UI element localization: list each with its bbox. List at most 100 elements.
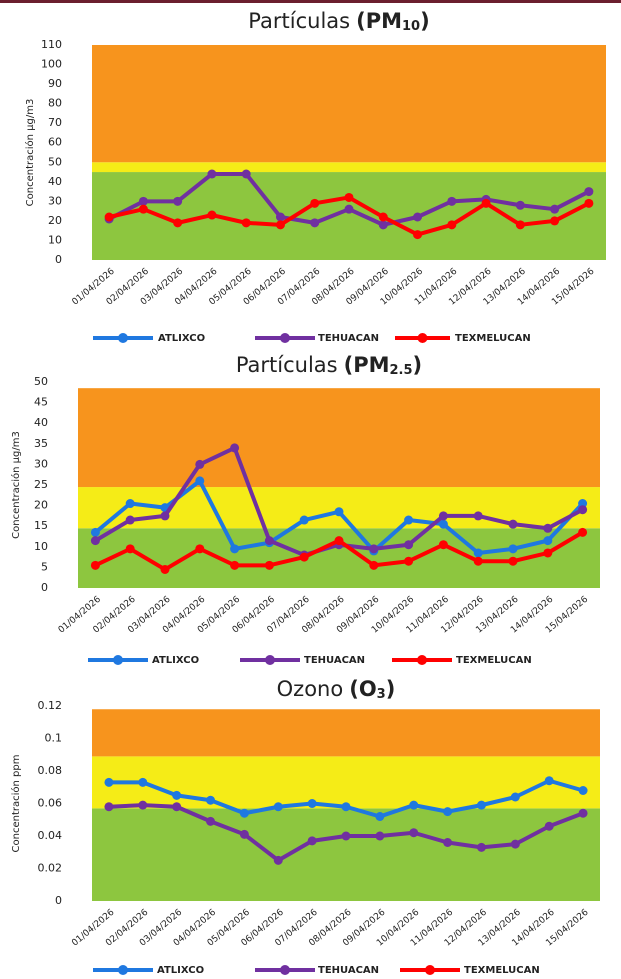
threshold-band bbox=[92, 172, 606, 260]
data-point bbox=[404, 556, 414, 566]
title-part: (PM bbox=[344, 353, 390, 377]
y-tick-label: 110 bbox=[41, 38, 62, 51]
y-tick-label: 20 bbox=[34, 499, 48, 512]
legend-label: ATLIXCO bbox=[158, 333, 205, 344]
y-tick-label: 100 bbox=[41, 58, 62, 71]
y-axis-label: Concentración ppm bbox=[10, 755, 22, 853]
threshold-band bbox=[92, 756, 600, 809]
legend-label: TEHUACAN bbox=[318, 965, 379, 976]
data-point bbox=[438, 540, 448, 550]
data-point bbox=[413, 212, 423, 222]
data-point bbox=[378, 220, 388, 230]
data-point bbox=[230, 544, 240, 554]
data-point bbox=[476, 800, 486, 810]
data-point bbox=[307, 799, 317, 808]
title-part: Partículas bbox=[248, 9, 350, 33]
data-point bbox=[578, 808, 588, 818]
y-tick-label: 5 bbox=[41, 560, 48, 573]
data-point bbox=[447, 220, 457, 230]
y-tick-label: 0 bbox=[55, 894, 62, 907]
data-point bbox=[334, 507, 344, 517]
legend-label: TEXMELUCAN bbox=[456, 655, 532, 666]
data-point bbox=[481, 198, 491, 208]
data-point bbox=[476, 842, 486, 852]
title-part: Partículas bbox=[236, 353, 338, 377]
legend-marker bbox=[113, 655, 123, 665]
threshold-band bbox=[92, 808, 600, 901]
title-part: ) bbox=[420, 9, 430, 33]
data-point bbox=[578, 505, 588, 515]
threshold-band bbox=[92, 709, 600, 757]
data-point bbox=[307, 836, 317, 846]
data-point bbox=[508, 556, 518, 566]
y-axis-label: Concentración µg/m3 bbox=[10, 431, 22, 539]
data-point bbox=[172, 802, 182, 812]
legend-marker bbox=[118, 333, 128, 343]
y-axis-label: Concentración µg/m3 bbox=[24, 99, 36, 207]
data-point bbox=[207, 210, 217, 220]
data-point bbox=[90, 560, 100, 570]
data-point bbox=[584, 198, 594, 208]
title-part: 10 bbox=[402, 19, 420, 34]
data-point bbox=[195, 476, 205, 486]
data-point bbox=[409, 828, 419, 838]
y-tick-label: 0.12 bbox=[38, 699, 63, 712]
data-point bbox=[138, 800, 148, 810]
title-part: 2.5 bbox=[390, 363, 413, 378]
data-point bbox=[104, 212, 114, 222]
data-point bbox=[241, 218, 251, 228]
data-point bbox=[273, 802, 283, 812]
data-point bbox=[299, 552, 309, 562]
data-point bbox=[404, 540, 414, 550]
chart-title: Partículas (PM10) bbox=[248, 9, 429, 34]
data-point bbox=[310, 198, 320, 208]
title-part: (PM bbox=[356, 9, 402, 33]
data-point bbox=[125, 544, 135, 554]
y-tick-label: 0.06 bbox=[38, 797, 63, 810]
data-point bbox=[550, 204, 560, 214]
y-tick-label: 0.1 bbox=[45, 732, 63, 745]
data-point bbox=[160, 564, 170, 574]
legend-label: TEXMELUCAN bbox=[464, 965, 540, 976]
data-point bbox=[206, 795, 216, 805]
data-point bbox=[104, 802, 114, 812]
y-tick-label: 30 bbox=[34, 457, 48, 470]
data-point bbox=[413, 230, 423, 240]
data-point bbox=[264, 560, 274, 570]
data-point bbox=[543, 548, 553, 558]
data-point bbox=[447, 196, 457, 206]
data-point bbox=[239, 829, 249, 839]
data-point bbox=[369, 544, 379, 554]
y-tick-label: 0.02 bbox=[38, 862, 63, 875]
data-point bbox=[138, 204, 148, 214]
data-point bbox=[543, 536, 553, 546]
data-point bbox=[510, 792, 520, 802]
data-point bbox=[173, 196, 183, 206]
y-tick-label: 50 bbox=[34, 375, 48, 388]
data-point bbox=[195, 544, 205, 554]
data-point bbox=[473, 511, 483, 521]
top-bar bbox=[0, 0, 621, 3]
data-point bbox=[173, 218, 183, 228]
y-tick-label: 0 bbox=[55, 253, 62, 266]
data-point bbox=[206, 816, 216, 826]
data-point bbox=[230, 443, 240, 453]
data-point bbox=[543, 523, 553, 533]
y-tick-label: 40 bbox=[48, 175, 62, 188]
data-point bbox=[264, 536, 274, 546]
title-part: Ozono bbox=[277, 677, 344, 701]
chart-title: Partículas (PM2.5) bbox=[236, 353, 422, 378]
legend-marker bbox=[417, 655, 427, 665]
data-point bbox=[172, 790, 182, 800]
legend-marker bbox=[118, 965, 128, 975]
data-point bbox=[160, 511, 170, 521]
y-tick-label: 45 bbox=[34, 396, 48, 409]
legend-label: TEXMELUCAN bbox=[455, 333, 531, 344]
data-point bbox=[578, 499, 588, 509]
legend-marker bbox=[280, 965, 290, 975]
data-point bbox=[473, 548, 483, 558]
data-point bbox=[138, 777, 148, 787]
legend-marker bbox=[417, 333, 428, 343]
data-point bbox=[438, 519, 448, 529]
